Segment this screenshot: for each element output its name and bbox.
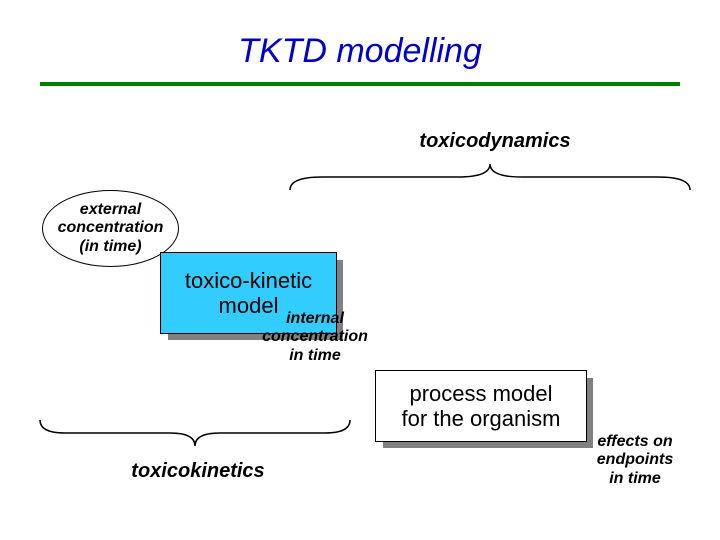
brace-top — [290, 164, 690, 190]
node-process-model: process modelfor the organism — [375, 370, 593, 448]
title-underline — [40, 82, 680, 86]
label-internal-concentration: internalconcentrationin time — [245, 310, 385, 365]
brace-bottom — [40, 420, 350, 446]
label-toxicokinetics: toxicokinetics — [108, 460, 288, 483]
node-process-model-front: process modelfor the organism — [375, 370, 587, 442]
node-external-concentration: externalconcentration(in time) — [42, 190, 179, 267]
page-title: TKTD modelling — [0, 32, 720, 71]
label-toxicodynamics: toxicodynamics — [395, 130, 595, 153]
label-effects: effects onendpointsin time — [575, 433, 695, 488]
node-external-concentration-text: externalconcentration(in time) — [58, 201, 164, 256]
